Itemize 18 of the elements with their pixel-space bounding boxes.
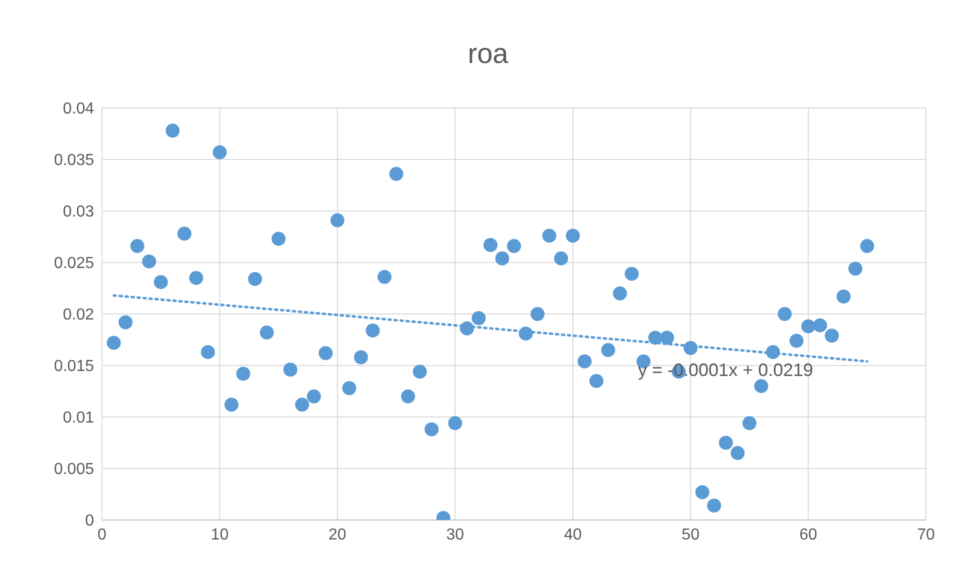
x-tick-label: 50 [682,526,700,544]
x-tick-label: 20 [328,526,346,544]
y-tick-label: 0.015 [54,358,94,376]
y-tick-label: 0.02 [62,306,94,324]
x-tick-label: 70 [917,526,935,544]
y-tick-label: 0.04 [62,100,94,118]
x-tick-label: 30 [446,526,464,544]
x-tick-label: 10 [210,526,229,544]
x-tick-label: 0 [98,526,107,544]
y-tick-label: 0.01 [62,410,94,427]
y-tick-label: 0 [85,512,94,530]
x-tick-label: 60 [799,526,818,544]
y-tick-label: 0.025 [54,255,94,272]
y-tick-label: 0.035 [54,152,94,170]
y-tick-label: 0.03 [62,204,94,221]
y-tick-label: 0.005 [54,461,94,478]
chart-title: roa [466,38,510,70]
x-tick-label: 40 [564,526,582,544]
